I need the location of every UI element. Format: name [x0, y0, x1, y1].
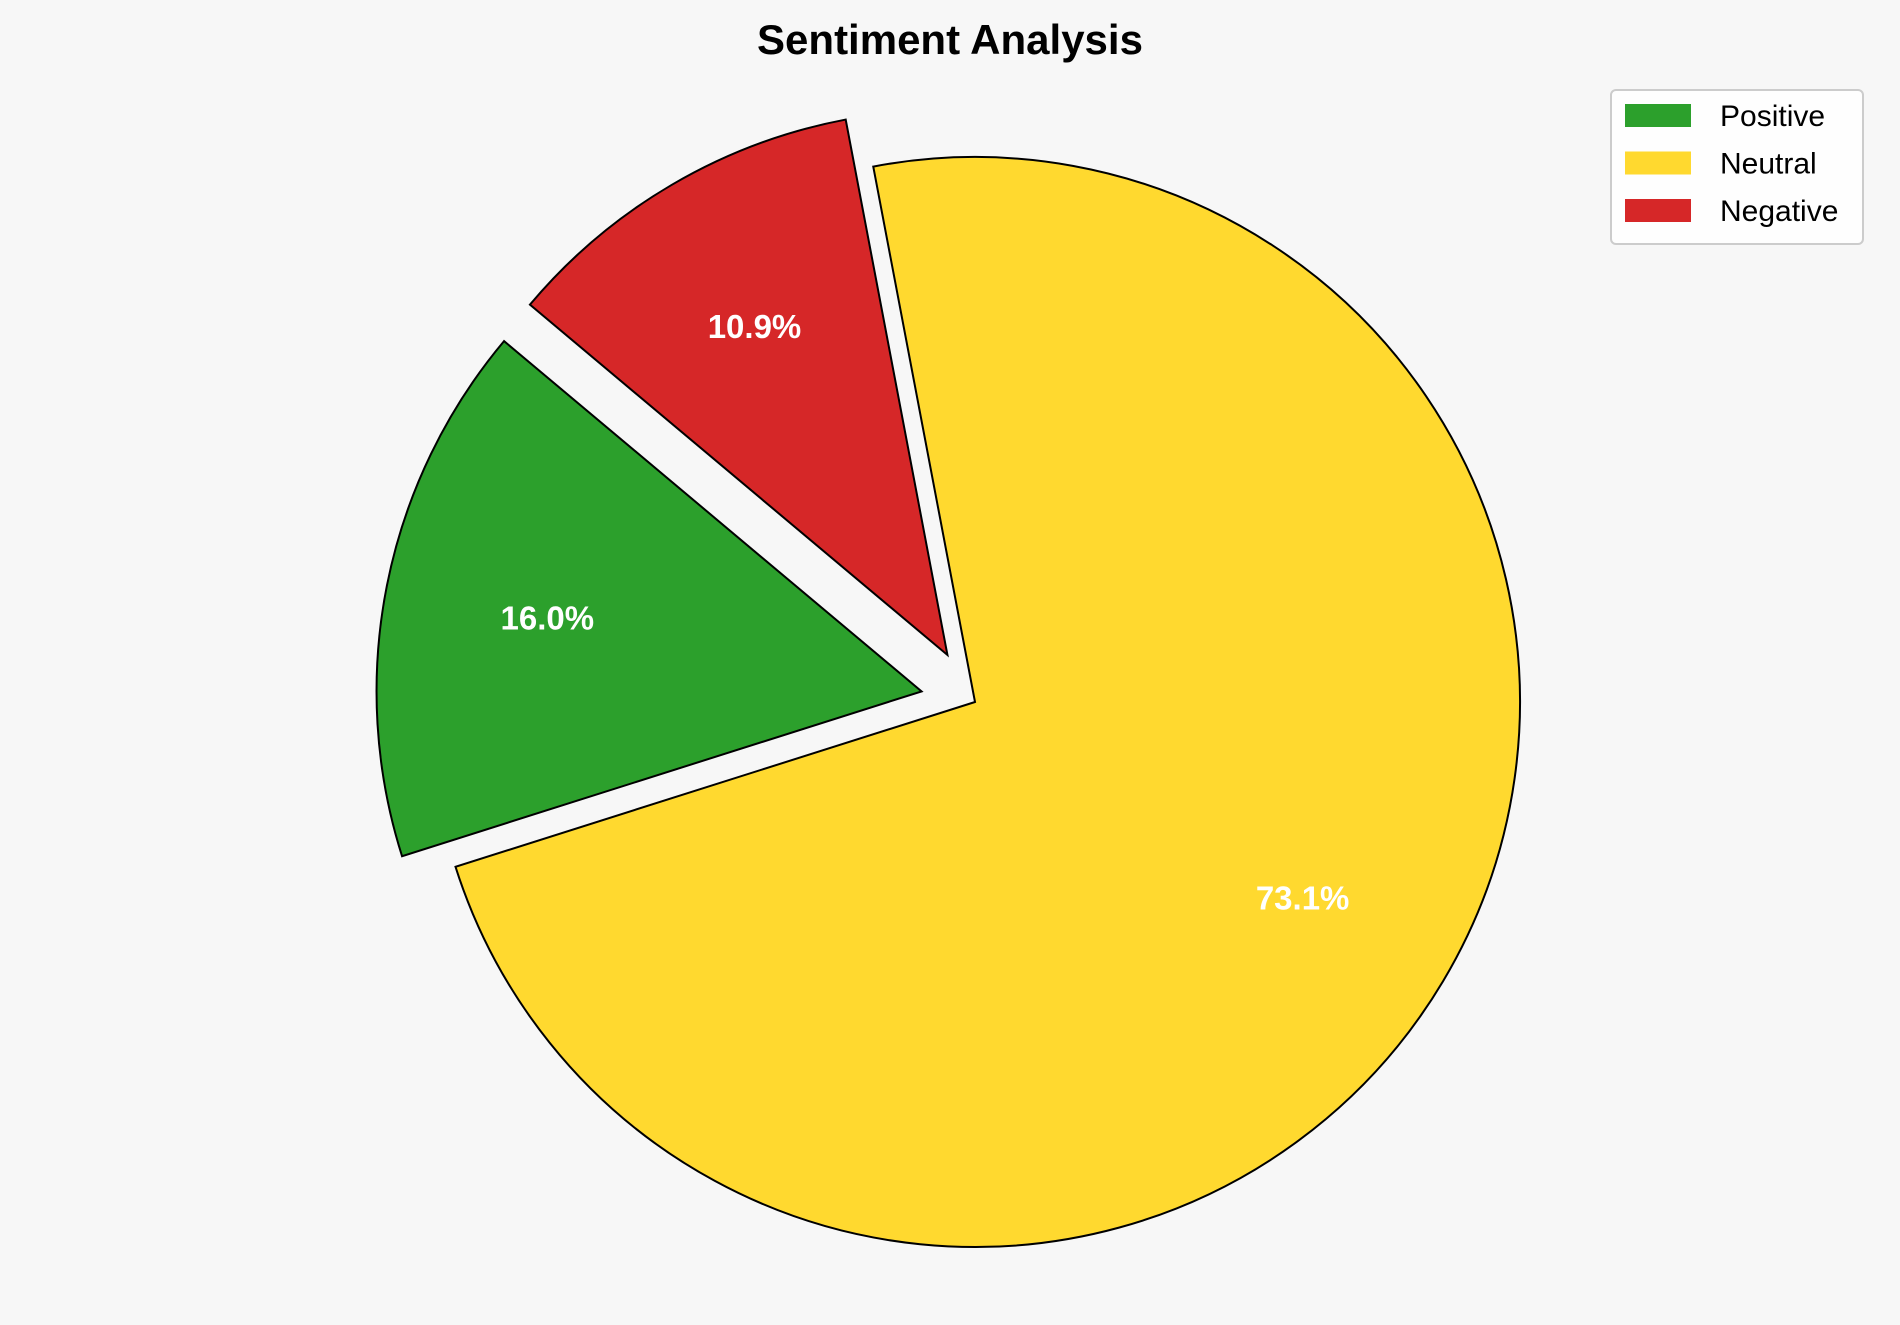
legend-swatch: [1625, 104, 1691, 127]
legend-swatch: [1625, 199, 1691, 222]
slice-neutral: [454, 156, 1521, 1248]
slice-labels: 16.0% 73.1% 10.9%: [501, 308, 1350, 917]
slice-positive: [375, 339, 924, 858]
legend: Positive Neutral Negative: [1610, 89, 1864, 245]
legend-item-positive: Positive: [1625, 100, 1825, 133]
slice-negative: [528, 118, 949, 658]
legend-label: Positive: [1720, 100, 1825, 133]
legend-item-neutral: Neutral: [1625, 148, 1817, 181]
legend-swatch: [1625, 151, 1691, 175]
pct-label-negative: 10.9%: [708, 308, 802, 345]
pct-label-positive: 16.0%: [501, 599, 595, 636]
pct-label-neutral: 73.1%: [1256, 879, 1350, 916]
legend-item-negative: Negative: [1625, 195, 1838, 228]
legend-label: Neutral: [1720, 148, 1817, 181]
legend-label: Negative: [1720, 195, 1838, 228]
chart-title: Sentiment Analysis: [757, 16, 1143, 63]
slices: [375, 118, 1521, 1248]
